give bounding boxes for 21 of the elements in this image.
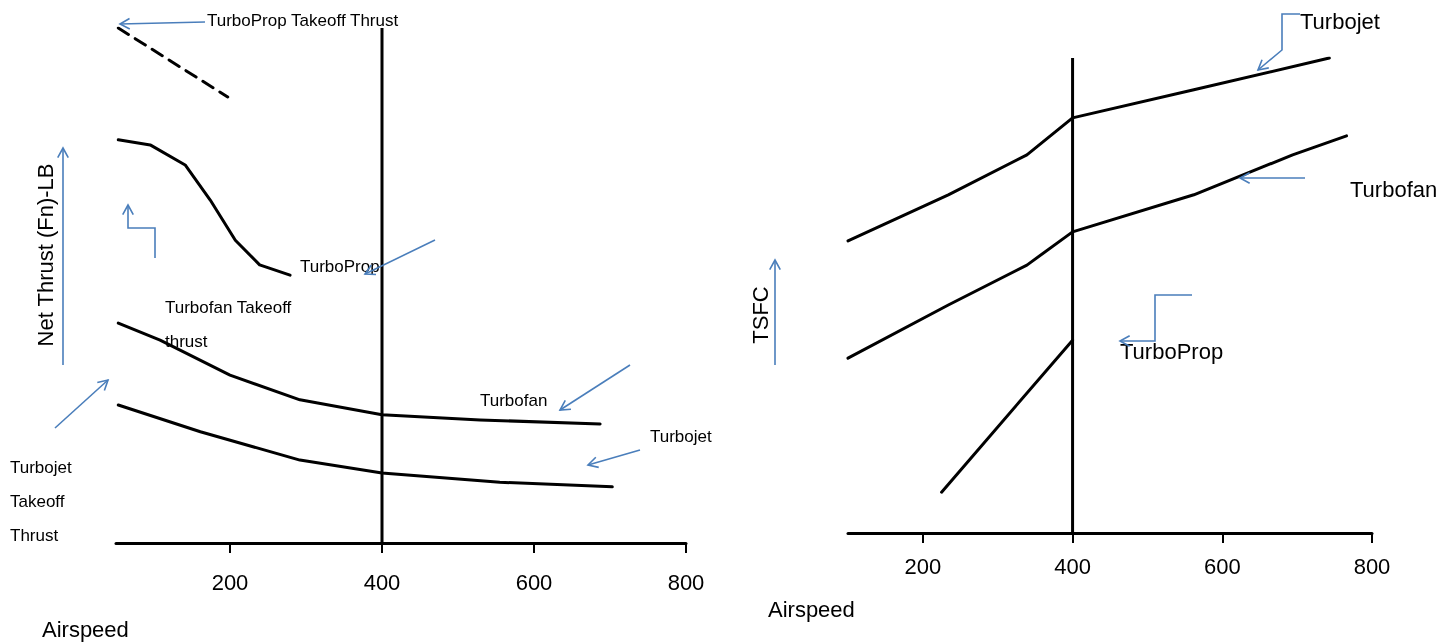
annotation: TurboProp Takeoff Thrust (207, 11, 399, 30)
x-tick-label: 200 (904, 553, 942, 579)
series-label: Turbofan (1350, 176, 1438, 202)
y-axis-title: TSFC (747, 286, 773, 344)
x-tick-label: 200 (211, 569, 249, 595)
x-axis-title: Airspeed (768, 596, 855, 622)
series-label: Turbojet (1300, 8, 1380, 34)
text: TurboProp (1120, 338, 1224, 364)
text: Turbojet Takeoff Thrust (10, 457, 77, 545)
x-tick-label: 400 (1054, 553, 1091, 579)
x-tick-label: 800 (1353, 553, 1391, 579)
x-axis-title: Airspeed (42, 616, 129, 642)
x-tick-label: 800 (667, 569, 705, 595)
x-tick-label: 600 (1203, 553, 1241, 579)
text: Turbojet (650, 427, 713, 446)
x-tick-label: 600 (515, 569, 553, 595)
x-tick-label: 400 (363, 569, 401, 595)
y-axis-title: Net Thrust (Fn)-LB (32, 163, 58, 347)
annotation: Turbofan Takeoff thrust (165, 297, 297, 351)
series-label: Turbofan (480, 391, 548, 410)
series-label: TurboProp (300, 257, 380, 276)
